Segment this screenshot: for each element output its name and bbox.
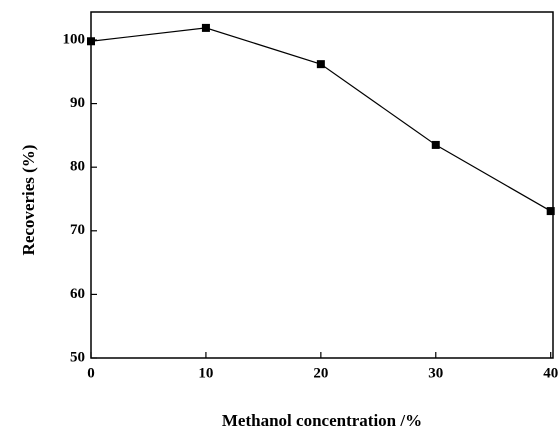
y-tick-label: 60: [70, 286, 85, 302]
x-tick-label: 0: [87, 365, 95, 381]
line: [90, 27, 552, 212]
marker: [87, 37, 95, 46]
plot-frame: [90, 11, 554, 359]
y-tick-label: 90: [70, 95, 85, 111]
marker: [201, 23, 210, 32]
x-tick-label: 10: [198, 365, 213, 381]
y-tick-label: 80: [70, 159, 85, 175]
y-tick-label: 70: [70, 222, 85, 238]
y-tick-label: 50: [70, 349, 85, 365]
x-axis-title: Methanol concentration /%: [222, 411, 422, 430]
marker: [431, 140, 440, 149]
y-tick-label: 100: [63, 31, 86, 47]
marker: [316, 60, 325, 69]
y-axis-title: Recoveries (%): [19, 145, 38, 256]
x-tick-label: 20: [313, 365, 328, 381]
marker: [546, 207, 555, 216]
x-tick-label: 30: [428, 365, 443, 381]
x-tick-label: 40: [543, 365, 558, 381]
